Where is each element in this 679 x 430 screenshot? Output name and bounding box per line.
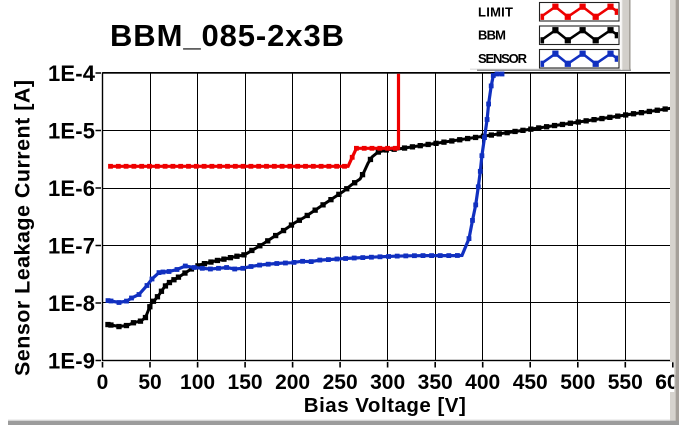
svg-text:550: 550: [608, 371, 643, 394]
svg-text:350: 350: [418, 371, 453, 394]
svg-text:1E-7: 1E-7: [48, 234, 95, 259]
svg-text:Bias Voltage [V]: Bias Voltage [V]: [304, 394, 466, 417]
svg-text:50: 50: [138, 371, 161, 394]
svg-text:100: 100: [180, 371, 215, 394]
svg-text:200: 200: [275, 371, 310, 394]
svg-text:Sensor Leakage Current [A]: Sensor Leakage Current [A]: [11, 80, 35, 376]
svg-text:150: 150: [228, 371, 263, 394]
svg-text:450: 450: [513, 371, 548, 394]
svg-text:1E-5: 1E-5: [48, 119, 95, 144]
svg-text:600: 600: [655, 371, 679, 394]
svg-text:400: 400: [465, 371, 500, 394]
svg-text:BBM_085-2x3B: BBM_085-2x3B: [110, 18, 344, 53]
svg-text:0: 0: [97, 371, 109, 394]
svg-text:500: 500: [560, 371, 595, 394]
svg-text:SENSOR: SENSOR: [478, 51, 528, 66]
svg-text:300: 300: [370, 371, 405, 394]
svg-text:BBM: BBM: [478, 27, 506, 42]
svg-text:1E-9: 1E-9: [48, 349, 95, 374]
svg-text:1E-6: 1E-6: [48, 176, 95, 201]
svg-text:1E-8: 1E-8: [48, 291, 95, 316]
svg-text:250: 250: [323, 371, 358, 394]
svg-text:LIMIT: LIMIT: [478, 4, 513, 19]
svg-text:1E-4: 1E-4: [48, 61, 96, 86]
